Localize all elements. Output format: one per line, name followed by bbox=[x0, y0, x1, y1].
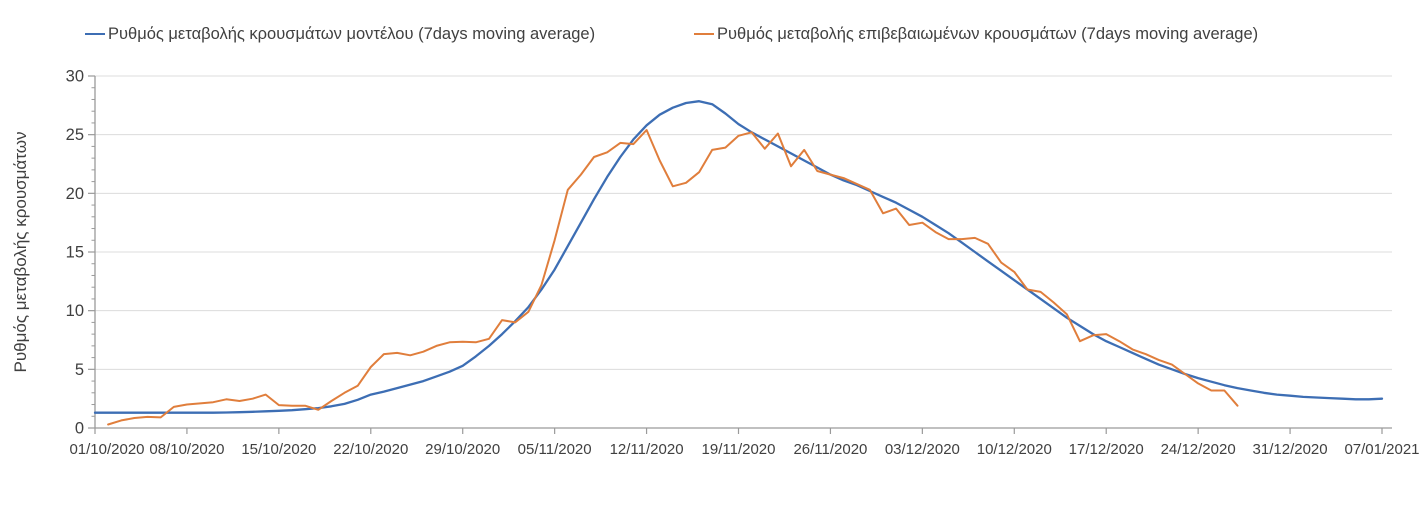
x-tick-label: 15/10/2020 bbox=[241, 441, 316, 458]
x-tick-label: 31/12/2020 bbox=[1253, 441, 1328, 458]
x-tick-label: 17/12/2020 bbox=[1069, 441, 1144, 458]
legend-label-model: Ρυθμός μεταβολής κρουσμάτων μοντέλου (7d… bbox=[108, 24, 596, 43]
y-tick-label: 10 bbox=[66, 302, 84, 320]
legend-marker-confirmed-line bbox=[694, 32, 714, 36]
y-tick-label: 30 bbox=[66, 68, 84, 86]
legend-label-confirmed: Ρυθμός μεταβολής επιβεβαιωμένων κρουσμάτ… bbox=[717, 24, 1259, 43]
x-tick-label: 03/12/2020 bbox=[885, 441, 960, 458]
legend-item-confirmed: Ρυθμός μεταβολής επιβεβαιωμένων κρουσμάτ… bbox=[694, 24, 1258, 44]
x-tick-label: 07/01/2021 bbox=[1344, 441, 1419, 458]
series-line-confirmed bbox=[107, 129, 1239, 426]
legend-marker-model-line bbox=[85, 32, 105, 36]
y-tick-label: 5 bbox=[75, 361, 84, 379]
x-tick-label: 01/10/2020 bbox=[69, 441, 144, 458]
legend-item-model: Ρυθμός μεταβολής κρουσμάτων μοντέλου (7d… bbox=[85, 24, 595, 44]
x-tick-label: 22/10/2020 bbox=[333, 441, 408, 458]
series-line-model bbox=[93, 100, 1384, 414]
y-tick-label: 0 bbox=[75, 420, 84, 438]
y-tick-label: 20 bbox=[66, 185, 84, 203]
x-tick-label: 10/12/2020 bbox=[977, 441, 1052, 458]
x-tick-label: 12/11/2020 bbox=[610, 441, 684, 458]
chart-legend: Ρυθμός μεταβολής κρουσμάτων μοντέλου (7d… bbox=[0, 0, 1424, 48]
x-tick-label: 29/10/2020 bbox=[425, 441, 500, 458]
x-tick-label: 26/11/2020 bbox=[793, 441, 867, 458]
x-tick-label: 08/10/2020 bbox=[149, 441, 224, 458]
y-tick-label: 25 bbox=[66, 126, 84, 144]
x-tick-label: 05/11/2020 bbox=[518, 441, 592, 458]
x-tick-label: 24/12/2020 bbox=[1161, 441, 1236, 458]
y-tick-label: 15 bbox=[66, 244, 84, 262]
x-tick-label: 19/11/2020 bbox=[702, 441, 776, 458]
